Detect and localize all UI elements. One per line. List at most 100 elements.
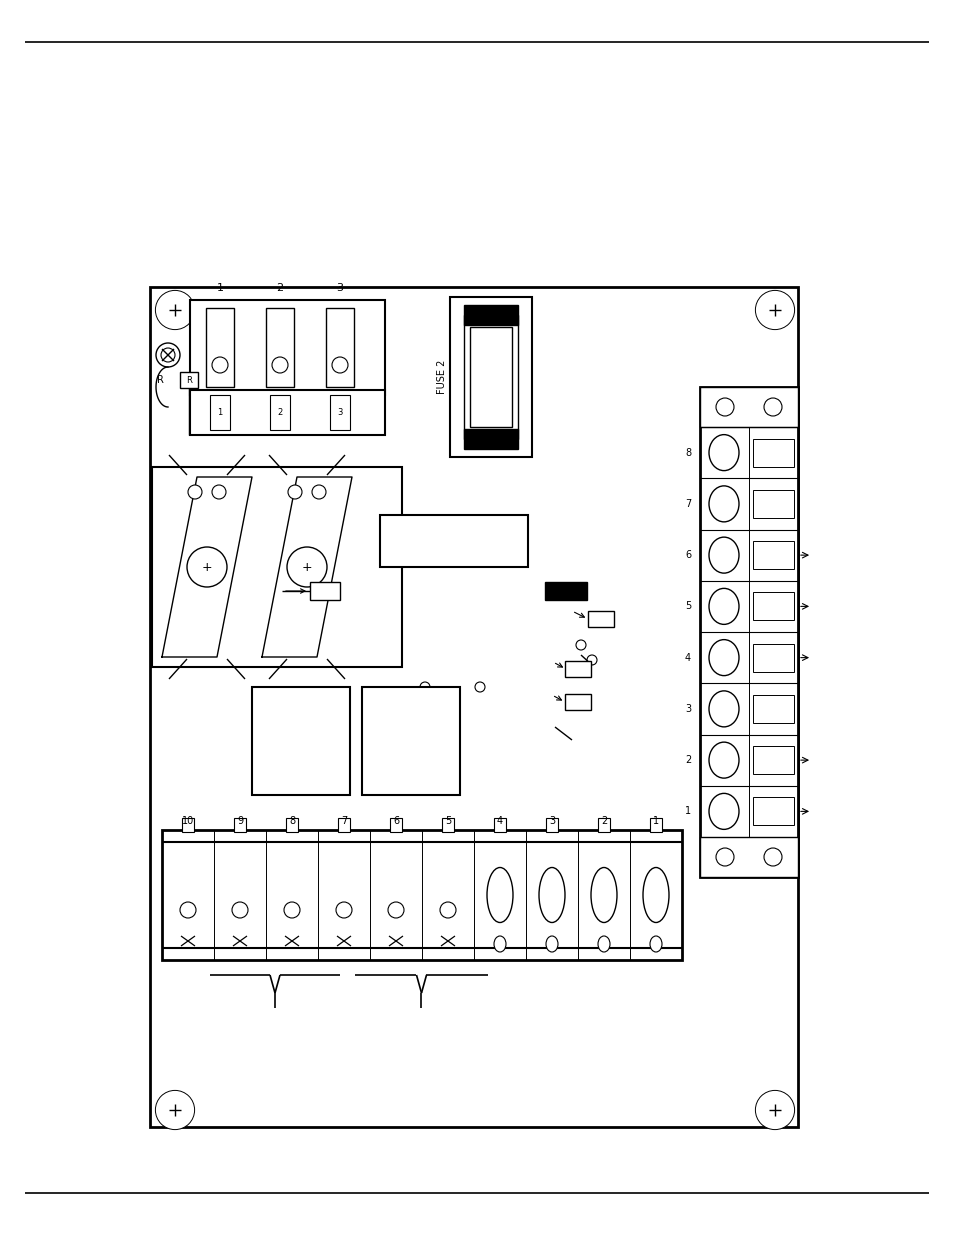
Circle shape: [288, 485, 302, 499]
Circle shape: [156, 343, 180, 367]
Circle shape: [287, 547, 327, 587]
Circle shape: [155, 290, 194, 330]
Text: 2: 2: [684, 755, 690, 766]
Bar: [270, 395, 290, 430]
Bar: [470, 327, 512, 427]
Ellipse shape: [486, 867, 513, 923]
Bar: [752, 643, 793, 672]
Circle shape: [312, 485, 326, 499]
Circle shape: [284, 902, 299, 918]
Bar: [752, 798, 793, 825]
Bar: [463, 315, 517, 438]
Text: 2: 2: [277, 408, 282, 417]
Circle shape: [332, 357, 348, 373]
Circle shape: [576, 640, 585, 650]
Text: R: R: [156, 375, 163, 385]
Ellipse shape: [708, 537, 739, 573]
Bar: [752, 746, 793, 774]
Bar: [752, 541, 793, 569]
Text: 7: 7: [340, 816, 347, 826]
Text: +: +: [201, 561, 213, 573]
Bar: [752, 438, 793, 467]
Text: 1: 1: [217, 408, 222, 417]
Text: 7: 7: [684, 499, 690, 509]
Ellipse shape: [708, 435, 739, 471]
Ellipse shape: [598, 936, 609, 952]
Text: 3: 3: [684, 704, 690, 714]
Bar: [564, 694, 590, 710]
Bar: [310, 582, 339, 600]
Text: R: R: [186, 375, 192, 384]
Bar: [162, 830, 681, 960]
Circle shape: [232, 902, 248, 918]
Bar: [441, 818, 454, 832]
Bar: [330, 395, 350, 430]
Bar: [206, 308, 233, 387]
Bar: [326, 308, 354, 387]
Bar: [180, 372, 198, 388]
Text: 3: 3: [336, 283, 343, 293]
Circle shape: [335, 902, 352, 918]
Bar: [190, 390, 385, 435]
Bar: [286, 818, 297, 832]
Text: 1: 1: [652, 816, 659, 826]
Ellipse shape: [708, 588, 739, 625]
Ellipse shape: [708, 485, 739, 522]
Text: FUSE 2: FUSE 2: [436, 359, 447, 394]
Ellipse shape: [538, 867, 564, 923]
Circle shape: [586, 655, 597, 664]
Text: 9: 9: [236, 816, 243, 826]
Circle shape: [755, 290, 794, 330]
Bar: [266, 308, 294, 387]
Text: 4: 4: [497, 816, 502, 826]
Ellipse shape: [494, 936, 505, 952]
Ellipse shape: [708, 793, 739, 830]
Text: 1: 1: [216, 283, 223, 293]
Bar: [598, 818, 609, 832]
Circle shape: [212, 357, 228, 373]
Circle shape: [212, 485, 226, 499]
Text: 5: 5: [684, 601, 690, 611]
Circle shape: [187, 547, 227, 587]
Ellipse shape: [649, 936, 661, 952]
Text: 2: 2: [276, 283, 283, 293]
Text: 2: 2: [600, 816, 606, 826]
Bar: [233, 818, 246, 832]
Bar: [700, 387, 797, 877]
Bar: [390, 818, 401, 832]
Circle shape: [388, 902, 403, 918]
Bar: [752, 593, 793, 620]
Circle shape: [716, 848, 733, 866]
Text: 1: 1: [684, 806, 690, 816]
Text: 6: 6: [684, 550, 690, 561]
Circle shape: [161, 348, 174, 362]
Ellipse shape: [708, 690, 739, 727]
Bar: [463, 429, 517, 450]
Text: 5: 5: [444, 816, 451, 826]
Circle shape: [716, 398, 733, 416]
Bar: [337, 818, 350, 832]
Text: 6: 6: [393, 816, 398, 826]
Ellipse shape: [708, 742, 739, 778]
Text: 3: 3: [337, 408, 342, 417]
Circle shape: [419, 682, 430, 692]
Bar: [252, 687, 350, 795]
Circle shape: [272, 357, 288, 373]
Text: 3: 3: [548, 816, 555, 826]
Text: +: +: [301, 561, 312, 573]
Circle shape: [180, 902, 195, 918]
Bar: [361, 687, 459, 795]
Bar: [379, 515, 527, 567]
Bar: [182, 818, 193, 832]
Ellipse shape: [545, 936, 558, 952]
Circle shape: [763, 398, 781, 416]
Bar: [152, 467, 401, 667]
Bar: [700, 387, 797, 427]
Bar: [649, 818, 661, 832]
Bar: [587, 611, 614, 627]
Circle shape: [188, 485, 202, 499]
Bar: [564, 661, 590, 677]
Bar: [210, 395, 230, 430]
Circle shape: [475, 682, 484, 692]
Bar: [700, 837, 797, 877]
